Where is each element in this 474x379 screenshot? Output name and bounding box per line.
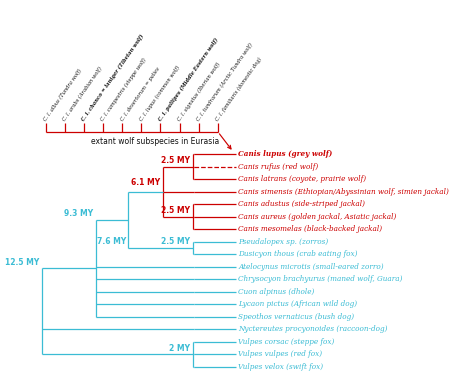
Text: 9.3 MY: 9.3 MY xyxy=(64,209,93,218)
Text: Canis aureus (golden jackal, Asiatic jackal): Canis aureus (golden jackal, Asiatic jac… xyxy=(238,213,397,221)
Text: C. l. pallipes (Middle Eastern wolf): C. l. pallipes (Middle Eastern wolf) xyxy=(157,37,219,122)
Text: Canis simensis (Ethiopian/Abyssinian wolf, simien jackal): Canis simensis (Ethiopian/Abyssinian wol… xyxy=(238,188,449,196)
Text: C. l. lupus (common wolf): C. l. lupus (common wolf) xyxy=(138,65,181,122)
Text: Vulpes vulpes (red fox): Vulpes vulpes (red fox) xyxy=(238,350,323,359)
Text: extant wolf subspecies in Eurasia: extant wolf subspecies in Eurasia xyxy=(91,137,220,146)
Text: Cuon alpinus (dhole): Cuon alpinus (dhole) xyxy=(238,288,315,296)
Text: C. l. tundrarum (Arctic Tundra wolf): C. l. tundrarum (Arctic Tundra wolf) xyxy=(196,42,254,122)
Text: 2.5 MY: 2.5 MY xyxy=(162,206,191,215)
Text: Pseudalopex sp. (zorros): Pseudalopex sp. (zorros) xyxy=(238,238,328,246)
Text: C. l. campestris (steppe wolf): C. l. campestris (steppe wolf) xyxy=(100,57,148,122)
Text: Canis adustus (side-striped jackal): Canis adustus (side-striped jackal) xyxy=(238,200,365,208)
Text: Atelocynus microtis (small-eared zorro): Atelocynus microtis (small-eared zorro) xyxy=(238,263,384,271)
Text: 7.6 MY: 7.6 MY xyxy=(97,237,126,246)
Text: 2.5 MY: 2.5 MY xyxy=(162,156,191,165)
Text: Chrysocyon brachyurus (maned wolf, Guara): Chrysocyon brachyurus (maned wolf, Guara… xyxy=(238,275,403,283)
Text: Nyctereutes procyonoides (raccoon-dog): Nyctereutes procyonoides (raccoon-dog) xyxy=(238,325,388,333)
Text: 6.1 MY: 6.1 MY xyxy=(131,178,160,187)
Text: Vulpes corsac (steppe fox): Vulpes corsac (steppe fox) xyxy=(238,338,335,346)
Text: C. l. chanco = laniger (Tibetan wolf): C. l. chanco = laniger (Tibetan wolf) xyxy=(81,34,146,122)
Text: 12.5 MY: 12.5 MY xyxy=(5,258,39,267)
Text: Lycaon pictus (African wild dog): Lycaon pictus (African wild dog) xyxy=(238,300,357,308)
Text: 2.5 MY: 2.5 MY xyxy=(162,237,191,246)
Text: Canis lupus (grey wolf): Canis lupus (grey wolf) xyxy=(238,150,333,158)
Text: Canis mesomelas (black-backed jackal): Canis mesomelas (black-backed jackal) xyxy=(238,225,383,233)
Text: C. l. familiaris (domestic dog): C. l. familiaris (domestic dog) xyxy=(215,56,263,122)
Text: Canis rufus (red wolf): Canis rufus (red wolf) xyxy=(238,163,319,171)
Text: Speothos vernaticus (bush dog): Speothos vernaticus (bush dog) xyxy=(238,313,355,321)
Text: 2 MY: 2 MY xyxy=(169,344,191,353)
Text: Vulpes velox (swift fox): Vulpes velox (swift fox) xyxy=(238,363,324,371)
Text: C. l. arabs (Arabian wolf): C. l. arabs (Arabian wolf) xyxy=(62,66,103,122)
Text: C. l. signatus (Iberian wolf): C. l. signatus (Iberian wolf) xyxy=(176,62,221,122)
Text: C. l. albus (Tundra wolf): C. l. albus (Tundra wolf) xyxy=(43,68,83,122)
Text: Dusicyon thous (crab eating fox): Dusicyon thous (crab eating fox) xyxy=(238,250,358,258)
Text: C. l. desertorum = palies: C. l. desertorum = palies xyxy=(119,66,161,122)
Text: Canis latrans (coyote, prairie wolf): Canis latrans (coyote, prairie wolf) xyxy=(238,175,366,183)
